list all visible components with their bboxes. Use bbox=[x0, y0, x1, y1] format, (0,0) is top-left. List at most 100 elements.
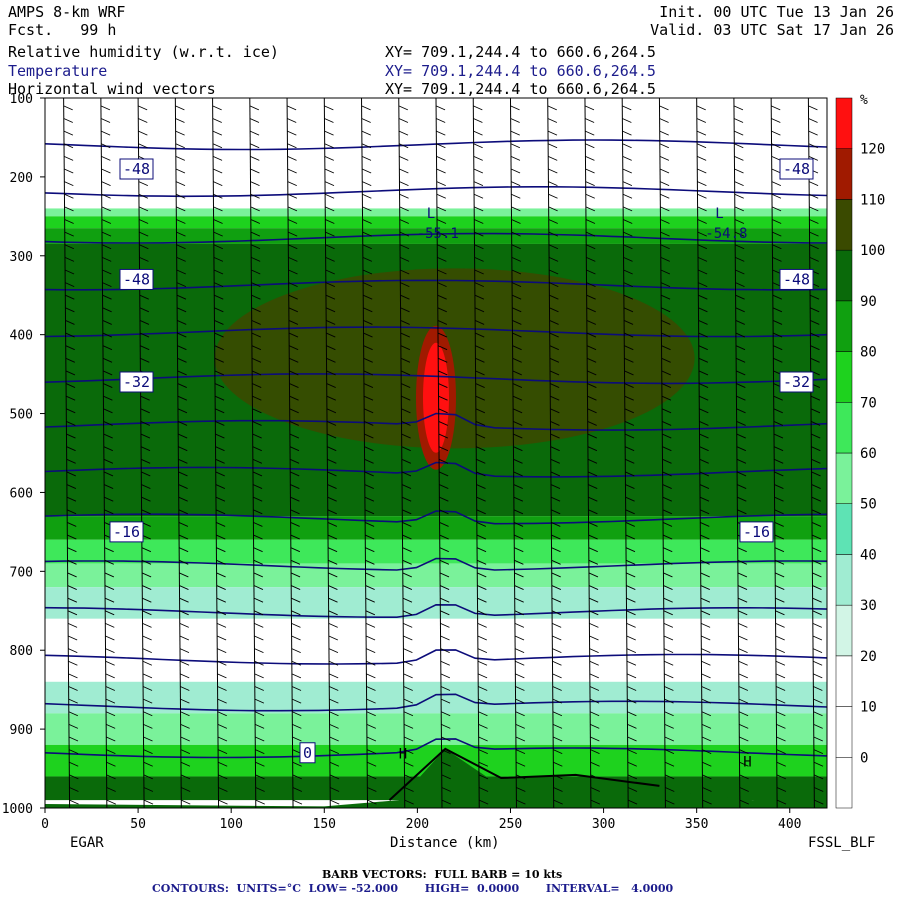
wind-barb-flag bbox=[251, 294, 261, 300]
wind-barb-flag bbox=[104, 559, 114, 565]
wind-barb-flag bbox=[735, 282, 745, 288]
wind-barb-flag bbox=[701, 736, 712, 742]
wind-barb-flag bbox=[362, 181, 372, 187]
wind-barb-flag bbox=[329, 761, 340, 767]
extremum-value: -54.8 bbox=[705, 226, 747, 242]
contour-label-box bbox=[779, 158, 814, 180]
wind-barb-flag bbox=[513, 433, 523, 439]
wind-barb-flag bbox=[809, 244, 819, 250]
wind-barb-flag bbox=[179, 559, 189, 565]
wind-barb-flag bbox=[143, 799, 154, 805]
wind-barb-flag bbox=[660, 231, 670, 237]
wind-barb-flag bbox=[436, 219, 447, 224]
wind-barb-flag bbox=[737, 496, 747, 502]
wind-barb-flag bbox=[478, 686, 488, 691]
wind-barb-flag bbox=[552, 698, 562, 704]
wind-barb-flag bbox=[176, 282, 187, 288]
wind-barb-flag bbox=[697, 219, 707, 224]
wind-barb-flag bbox=[477, 622, 487, 628]
wind-barb-flag bbox=[364, 484, 374, 489]
wind-barb-flag bbox=[101, 219, 112, 224]
wind-barb-flag bbox=[329, 686, 339, 691]
wind-barb-flag bbox=[623, 219, 633, 224]
wind-barb-flag bbox=[364, 471, 374, 477]
wind-barb-flag bbox=[702, 799, 712, 805]
wind-barb-flag bbox=[776, 711, 786, 717]
wind-barb-flag bbox=[550, 484, 561, 489]
extremum-value: -55.1 bbox=[417, 226, 459, 242]
wind-barb-flag bbox=[254, 711, 265, 717]
wind-barb-flag bbox=[177, 433, 188, 439]
wind-barb-flag bbox=[700, 534, 710, 540]
wind-barb-flag bbox=[774, 534, 785, 540]
wind-barb-flag bbox=[739, 761, 749, 767]
wind-barb-flag bbox=[810, 408, 821, 414]
wind-barb-flag bbox=[514, 648, 525, 654]
wind-barb-flag bbox=[253, 572, 264, 578]
wind-barb-flag bbox=[139, 231, 149, 237]
wind-barb-flag bbox=[515, 761, 526, 767]
wind-barb-flag bbox=[328, 572, 338, 578]
wind-barb-flag bbox=[659, 155, 670, 161]
field-rh-xy: XY= 709.1,244.4 to 660.6,264.5 bbox=[385, 43, 656, 61]
wind-barb-flag bbox=[69, 774, 79, 780]
wind-barb-flag bbox=[402, 559, 412, 565]
wind-barb-flag bbox=[699, 484, 710, 489]
wind-barb-flag bbox=[771, 105, 781, 111]
wind-barb-flag bbox=[511, 231, 521, 237]
wind-barb-flag bbox=[214, 370, 225, 376]
wind-barb-flag bbox=[440, 610, 450, 616]
wind-barb-flag bbox=[216, 635, 227, 641]
contour-label-box bbox=[779, 268, 814, 290]
wind-barb-flag bbox=[400, 383, 411, 388]
wind-barb-flag bbox=[590, 723, 600, 729]
wind-barb-flag bbox=[736, 421, 746, 426]
wind-barb-flag bbox=[514, 610, 524, 616]
wind-barb-flag bbox=[361, 168, 372, 174]
wind-barb-flag bbox=[589, 660, 599, 666]
wind-barb-flag bbox=[515, 673, 525, 679]
wind-barb-flag bbox=[216, 610, 227, 616]
wind-barb-flag bbox=[402, 597, 413, 603]
wind-barb-flag bbox=[776, 749, 786, 755]
wind-barb-flag bbox=[68, 723, 79, 729]
colorbar-tick-label: 20 bbox=[860, 649, 877, 665]
wind-barb-flag bbox=[774, 458, 784, 464]
wind-barb-flag bbox=[738, 635, 748, 641]
terrain bbox=[45, 748, 827, 808]
wind-barb-flag bbox=[738, 698, 749, 704]
extremum-letter: L bbox=[715, 206, 723, 222]
wind-barb-flag bbox=[622, 143, 632, 149]
wind-barb-flag bbox=[289, 395, 299, 401]
wind-barb-flag bbox=[437, 256, 447, 262]
wind-barb-flag bbox=[439, 509, 449, 515]
wind-barb-flag bbox=[287, 181, 297, 187]
wind-barb-flag bbox=[103, 421, 113, 426]
wind-barb-flag bbox=[402, 572, 412, 578]
wind-barb-flag bbox=[289, 408, 299, 414]
wind-barb-flag bbox=[177, 357, 187, 363]
wind-barb-flag bbox=[250, 193, 260, 199]
contour-label-box bbox=[739, 521, 774, 543]
wind-barb-flag bbox=[773, 433, 784, 439]
wind-barb-flag bbox=[474, 307, 485, 313]
contour-label: -32 bbox=[783, 373, 810, 391]
wind-barb-flag bbox=[516, 774, 526, 780]
wind-barb-flag bbox=[473, 130, 483, 136]
wind-barb-flag bbox=[438, 471, 449, 477]
wind-barb-flag bbox=[329, 698, 339, 704]
wind-barb-flag bbox=[551, 622, 562, 628]
wind-barb-flag bbox=[812, 559, 822, 565]
wind-barb-flag bbox=[475, 421, 486, 426]
wind-barb-flag bbox=[623, 307, 634, 313]
y-tick-label: 400 bbox=[10, 329, 33, 344]
wind-barb-flag bbox=[735, 256, 745, 262]
wind-barb-flag bbox=[328, 559, 338, 565]
wind-barb-flag bbox=[588, 509, 598, 515]
wind-barb-flag bbox=[101, 168, 111, 174]
wind-barb-flag bbox=[105, 660, 115, 666]
wind-barb-flag bbox=[403, 711, 414, 717]
wind-barb-flag bbox=[588, 585, 599, 590]
wind-barb-flag bbox=[251, 370, 262, 376]
wind-barb-flag bbox=[105, 723, 116, 729]
